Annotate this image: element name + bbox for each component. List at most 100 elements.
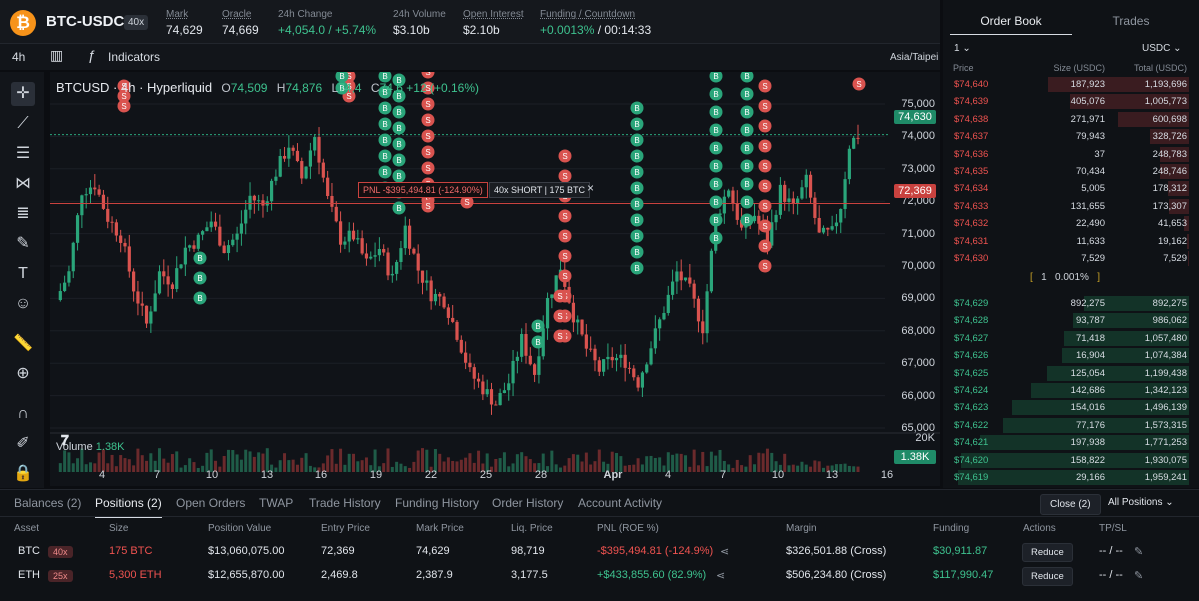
horizontal-lines-icon[interactable]: ☰	[15, 145, 31, 162]
bid-row[interactable]: $74,628 93,787 986,062	[943, 312, 1189, 329]
ask-row[interactable]: $74,633 131,655 173,307	[943, 198, 1189, 215]
buy-marker[interactable]	[378, 72, 392, 83]
buy-marker[interactable]	[630, 149, 644, 163]
ask-row[interactable]: $74,631 11,633 19,162	[943, 233, 1189, 250]
buy-marker[interactable]	[709, 213, 723, 227]
trendline-icon[interactable]: ⟋	[17, 115, 29, 132]
sell-marker[interactable]	[421, 97, 435, 111]
emoji-icon[interactable]: ☺	[14, 295, 32, 312]
crosshair-icon[interactable]: ✛	[11, 82, 35, 106]
indicators-button[interactable]: Indicators	[108, 50, 161, 64]
reduce-button[interactable]: Reduce	[1022, 567, 1073, 586]
buy-marker[interactable]	[335, 81, 349, 95]
sell-marker[interactable]	[852, 77, 866, 91]
ask-row[interactable]: $74,638 271,971 600,698	[943, 111, 1189, 128]
sell-marker[interactable]	[421, 129, 435, 143]
column-header[interactable]: Position Value	[208, 523, 272, 534]
bid-row[interactable]: $74,620 158,822 1,930,075	[943, 452, 1189, 469]
sell-marker[interactable]	[421, 113, 435, 127]
sell-marker[interactable]	[558, 249, 572, 263]
buy-marker[interactable]	[392, 169, 406, 183]
sell-marker[interactable]	[758, 119, 772, 133]
buy-marker[interactable]	[709, 105, 723, 119]
buy-marker[interactable]	[709, 159, 723, 173]
position-asset[interactable]: BTC	[18, 545, 40, 557]
candle-type-icon[interactable]: ▥	[50, 47, 64, 63]
buy-marker[interactable]	[531, 319, 545, 333]
buy-marker[interactable]	[630, 213, 644, 227]
sell-marker[interactable]	[460, 195, 474, 209]
symbol-selector[interactable]: BTC-USDC	[46, 13, 125, 30]
buy-marker[interactable]	[630, 197, 644, 211]
sell-marker[interactable]	[117, 89, 131, 103]
ask-row[interactable]: $74,637 79,943 328,726	[943, 128, 1189, 145]
sell-marker[interactable]	[758, 239, 772, 253]
buy-marker[interactable]	[740, 213, 754, 227]
lock-icon[interactable]: 🔒	[13, 465, 33, 482]
buy-marker[interactable]	[193, 291, 207, 305]
edit-icon[interactable]: ✎	[1134, 546, 1144, 558]
buy-marker[interactable]	[392, 89, 406, 103]
sell-marker[interactable]	[421, 199, 435, 213]
share-icon[interactable]: ⋖	[720, 546, 730, 558]
sell-marker[interactable]	[758, 139, 772, 153]
sell-marker[interactable]	[758, 99, 772, 113]
buy-marker[interactable]	[378, 165, 392, 179]
sell-marker[interactable]	[758, 179, 772, 193]
bid-row[interactable]: $74,621 197,938 1,771,253	[943, 434, 1189, 451]
ask-row[interactable]: $74,635 70,434 248,746	[943, 163, 1189, 180]
sell-marker[interactable]	[553, 309, 567, 323]
buy-marker[interactable]	[378, 133, 392, 147]
lock-drawings-icon[interactable]: ✐	[16, 435, 30, 452]
buy-marker[interactable]	[709, 177, 723, 191]
zoom-in-icon[interactable]: ⊕	[16, 365, 30, 382]
bid-row[interactable]: $74,625 125,054 1,199,438	[943, 365, 1189, 382]
all-positions-select[interactable]: All Positions ⌄	[1108, 497, 1174, 508]
sell-marker[interactable]	[421, 81, 435, 95]
buy-marker[interactable]	[378, 85, 392, 99]
sell-marker[interactable]	[558, 229, 572, 243]
buy-marker[interactable]	[709, 123, 723, 137]
interval-selector[interactable]: 4h	[12, 50, 26, 64]
buy-marker[interactable]	[740, 141, 754, 155]
text-icon[interactable]: T	[18, 265, 28, 282]
buy-marker[interactable]	[392, 73, 406, 87]
sell-marker[interactable]	[421, 145, 435, 159]
sell-marker[interactable]	[558, 149, 572, 163]
ask-row[interactable]: $74,640 187,923 1,193,696	[943, 76, 1189, 93]
buy-marker[interactable]	[630, 133, 644, 147]
ask-row[interactable]: $74,634 5,005 178,312	[943, 180, 1189, 197]
tab-trade-history[interactable]: Trade History	[309, 496, 381, 510]
price-chart[interactable]: SSSBBBSSSBBBBBBBBBBBBBBBBBBBSSSSSSSSSSBB…	[50, 72, 940, 486]
buy-marker[interactable]	[740, 105, 754, 119]
buy-marker[interactable]	[630, 117, 644, 131]
buy-marker[interactable]	[630, 229, 644, 243]
buy-marker[interactable]	[392, 153, 406, 167]
buy-marker[interactable]	[392, 137, 406, 151]
tab-twap[interactable]: TWAP	[259, 496, 294, 510]
buy-marker[interactable]	[740, 177, 754, 191]
sell-marker[interactable]	[553, 329, 567, 343]
fib-icon[interactable]: ≣	[16, 205, 30, 222]
buy-marker[interactable]	[193, 271, 207, 285]
leverage-badge[interactable]: 40x	[124, 15, 149, 30]
bid-row[interactable]: $74,626 16,904 1,074,384	[943, 347, 1189, 364]
tab-trades[interactable]: Trades	[1112, 14, 1150, 28]
sell-marker[interactable]	[758, 199, 772, 213]
indicators-icon[interactable]: ƒ	[88, 47, 96, 63]
close-position-icon[interactable]: ×	[587, 181, 595, 195]
buy-marker[interactable]	[392, 105, 406, 119]
buy-marker[interactable]	[630, 181, 644, 195]
sell-marker[interactable]	[758, 159, 772, 173]
edit-icon[interactable]: ✎	[1134, 570, 1144, 582]
bid-row[interactable]: $74,627 71,418 1,057,480	[943, 330, 1189, 347]
buy-marker[interactable]	[740, 195, 754, 209]
sell-marker[interactable]	[421, 161, 435, 175]
bid-row[interactable]: $74,629 892,275 892,275	[943, 295, 1189, 312]
bid-row[interactable]: $74,624 142,686 1,342,123	[943, 382, 1189, 399]
share-icon[interactable]: ⋖	[716, 570, 726, 582]
sell-marker[interactable]	[553, 289, 567, 303]
sell-marker[interactable]	[117, 99, 131, 113]
unit-select[interactable]: USDC ⌄	[1142, 43, 1182, 54]
position-asset[interactable]: ETH	[18, 569, 40, 581]
